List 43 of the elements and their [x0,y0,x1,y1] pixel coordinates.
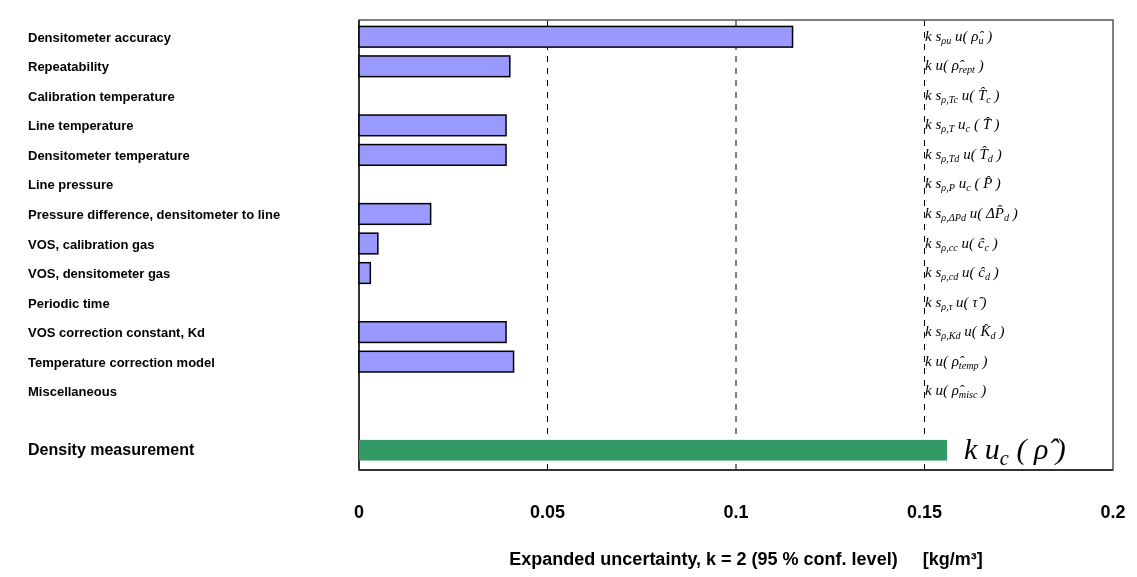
annotation: k u( ρ̂$_{misc}$ ) [925,382,987,401]
bar [358,232,379,255]
bar [358,321,507,344]
y-tick-label: Density measurement [28,441,195,459]
y-tick-label: VOS, densitometer gas [28,266,171,282]
annotation: k u( ρ̂$_{rept}$ ) [925,57,984,76]
bar [358,350,515,373]
bar [359,439,948,461]
x-axis-title: Expanded uncertainty, k = 2 (95 % conf. level) [kg/m³] [509,549,983,569]
y-tick-label: Calibration temperature [28,88,175,104]
bar [358,114,507,137]
x-tick-label: 0.05 [529,502,566,522]
x-tick-label: 0 [353,502,365,522]
y-tick-label: VOS correction constant, Kd [28,325,206,341]
y-tick-label: Miscellaneous [28,384,117,400]
bar [358,261,372,285]
y-tick-label: Densitometer accuracy [28,29,172,45]
y-tick-label: Repeatability [28,59,110,75]
annotation: k s$_{ρ,P}$ u$_{c}$ ( P̂ ) [925,175,1001,194]
y-tick-label: Line pressure [28,177,114,193]
annotation: k s$_{ρ,τ}$ u( τ̂ ) [925,293,987,312]
bar [358,55,511,78]
y-tick-label: Pressure difference, densitometer to line [28,206,281,222]
annotation: k s$_{ρu}$ u( ρ̂$_{u}$ ) [925,27,993,46]
annotation: k s$_{ρ,Td}$ u( T̂$_{d}$ ) [925,145,1002,164]
y-tick-label: VOS, calibration gas [28,236,155,252]
annotation: k s$_{ρ,Tc}$ u( T̂$_{c}$ ) [925,86,1000,105]
x-tick-label: 0.15 [906,502,943,522]
y-tick-label: Periodic time [28,295,110,311]
annotation: k s$_{ρ,cc}$ u( ĉ$_{c}$ ) [925,234,998,253]
annotation: k s$_{ρ,ΔPd}$ u( ΔP̂$_{d}$ ) [925,204,1018,223]
x-tick-label: 0.2 [1100,502,1126,522]
x-tick-label: 0.1 [723,502,749,522]
bar [358,202,432,226]
y-tick-label: Line temperature [28,118,134,134]
annotation: k u( ρ̂$_{temp}$ ) [925,352,988,371]
annotation: k s$_{ρ,cd}$ u( ĉ$_{d}$ ) [925,264,999,283]
y-tick-label: Temperature correction model [28,354,215,370]
bar [358,143,507,166]
annotation: k u$_{c}$ ( ρ̂ ) [964,432,1066,470]
y-tick-label: Densitometer temperature [28,147,190,163]
annotation: k s$_{ρ,T}$ u$_{c}$ ( T̂ ) [925,116,1000,135]
annotation: k s$_{ρ,Kd}$ u( K̂$_{d}$ ) [925,323,1005,342]
